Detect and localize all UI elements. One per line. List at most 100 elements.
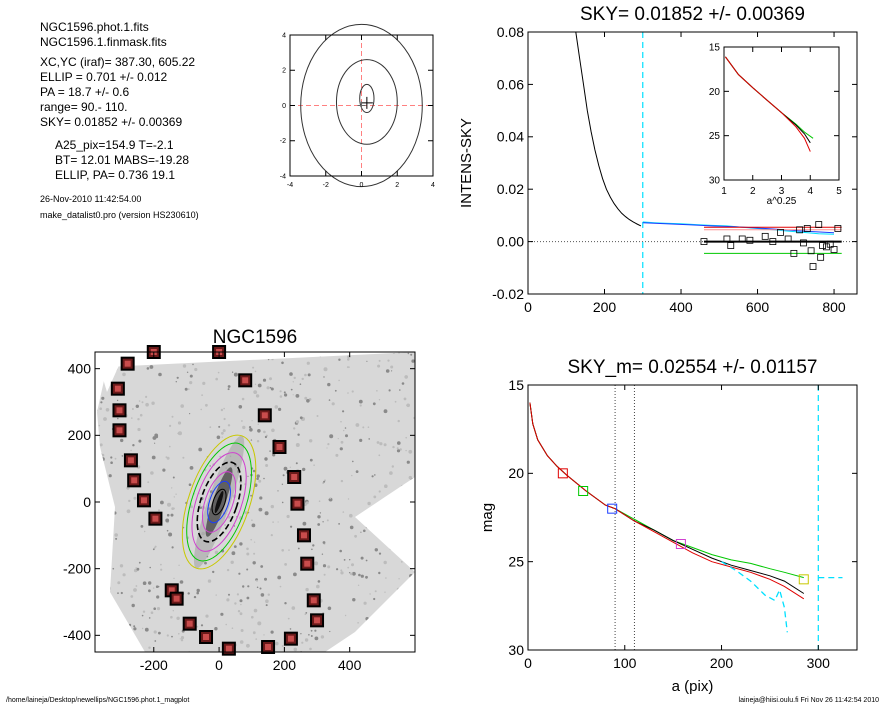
x-tick-label: 3 [779, 186, 785, 197]
image-noise-speck [241, 397, 245, 401]
y-tick-label: 25 [508, 554, 524, 570]
image-noise-speck [272, 352, 277, 355]
image-noise-speck [247, 475, 249, 477]
sky-sample-point [815, 221, 823, 228]
image-noise-speck [391, 465, 394, 468]
image-noise-speck [390, 608, 394, 612]
image-noise-speck [154, 442, 156, 444]
image-noise-speck [322, 541, 326, 544]
image-noise-speck [135, 404, 139, 408]
mask-region-core [242, 377, 249, 384]
image-noise-speck [175, 381, 177, 383]
info-phot: A25_pix=154.9 T=-2.1 [55, 138, 174, 152]
image-noise-speck [278, 407, 282, 411]
image-noise-speck [226, 568, 230, 572]
image-noise-speck [215, 377, 218, 381]
image-noise-speck [373, 597, 376, 601]
image-noise-speck [289, 628, 292, 630]
image-noise-speck [376, 441, 380, 444]
image-noise-speck [120, 621, 124, 625]
y-tick-label: -2 [280, 138, 286, 145]
sky-series-line [575, 32, 642, 227]
image-noise-speck [300, 633, 302, 635]
image-noise-speck [396, 587, 400, 591]
image-noise-speck [345, 434, 348, 438]
image-noise-speck [131, 603, 135, 608]
image-noise-speck [338, 379, 340, 382]
image-noise-speck [293, 572, 297, 577]
image-noise-speck [269, 377, 272, 381]
image-noise-speck [248, 426, 252, 429]
mask-region-core [114, 385, 121, 392]
image-noise-speck [137, 427, 141, 432]
image-noise-speck [103, 417, 107, 421]
image-noise-speck [347, 366, 349, 369]
image-noise-speck [291, 606, 296, 610]
image-noise-speck [171, 487, 173, 489]
plot-frame [527, 31, 858, 295]
image-noise-speck [100, 457, 105, 462]
isophote-ellipse [207, 480, 231, 524]
y-tick-label: 25 [709, 131, 721, 142]
y-tick-label: -400 [63, 627, 91, 643]
sky-sample-point [784, 235, 792, 243]
image-noise-speck [317, 515, 321, 519]
image-noise-speck [239, 640, 244, 644]
image-noise-speck [173, 577, 175, 580]
y-tick-label: -0.02 [492, 286, 524, 302]
image-noise-speck [108, 474, 112, 478]
image-noise-speck [141, 401, 144, 404]
image-noise-speck [122, 573, 126, 577]
image-noise-speck [305, 501, 309, 505]
image-noise-speck [242, 585, 245, 588]
image-noise-speck [160, 500, 164, 505]
image-noise-speck [316, 415, 319, 417]
image-noise-speck [97, 577, 100, 582]
image-noise-speck [106, 555, 111, 560]
image-noise-speck [269, 450, 271, 452]
image-noise-speck [147, 481, 150, 484]
image-noise-speck [359, 438, 363, 442]
image-noise-speck [293, 647, 298, 652]
image-noise-speck [342, 511, 345, 513]
image-noise-speck [239, 542, 243, 546]
image-noise-speck [408, 449, 413, 454]
image-noise-speck [133, 627, 137, 631]
image-noise-speck [371, 475, 374, 478]
image-noise-speck [398, 578, 400, 580]
mask-region-core [300, 532, 307, 539]
image-noise-speck [155, 435, 159, 439]
image-noise-speck [275, 641, 279, 646]
x-tick-label: 400 [338, 657, 362, 673]
image-noise-speck [196, 591, 199, 595]
image-noise-speck [105, 628, 109, 632]
image-noise-speck [97, 502, 98, 505]
mask-region-core [225, 645, 232, 652]
isophote-ellipse [196, 461, 242, 543]
image-noise-speck [97, 519, 99, 522]
image-noise-speck [252, 631, 256, 635]
image-noise-speck [105, 408, 110, 412]
image-noise-speck [363, 529, 366, 533]
image-noise-speck [142, 360, 145, 364]
image-noise-speck [148, 589, 151, 593]
image-noise-speck [189, 374, 193, 378]
image-noise-speck [182, 456, 185, 459]
image-noise-speck [279, 390, 282, 393]
sky-sample-point [746, 236, 754, 244]
image-noise-speck [258, 507, 263, 512]
mask-region-core [186, 620, 193, 627]
image-noise-speck [176, 376, 179, 379]
image-noise-speck [156, 607, 161, 611]
y-tick-label: 20 [709, 87, 721, 98]
image-noise-speck [272, 521, 274, 523]
x-tick-label: 200 [593, 299, 617, 315]
image-noise-speck [151, 401, 155, 405]
image-noise-speck [360, 531, 362, 533]
center-cross [360, 96, 373, 109]
image-noise-speck [260, 565, 264, 568]
image-noise-speck [265, 599, 269, 603]
image-noise-speck [311, 548, 313, 551]
image-noise-speck [218, 425, 221, 428]
